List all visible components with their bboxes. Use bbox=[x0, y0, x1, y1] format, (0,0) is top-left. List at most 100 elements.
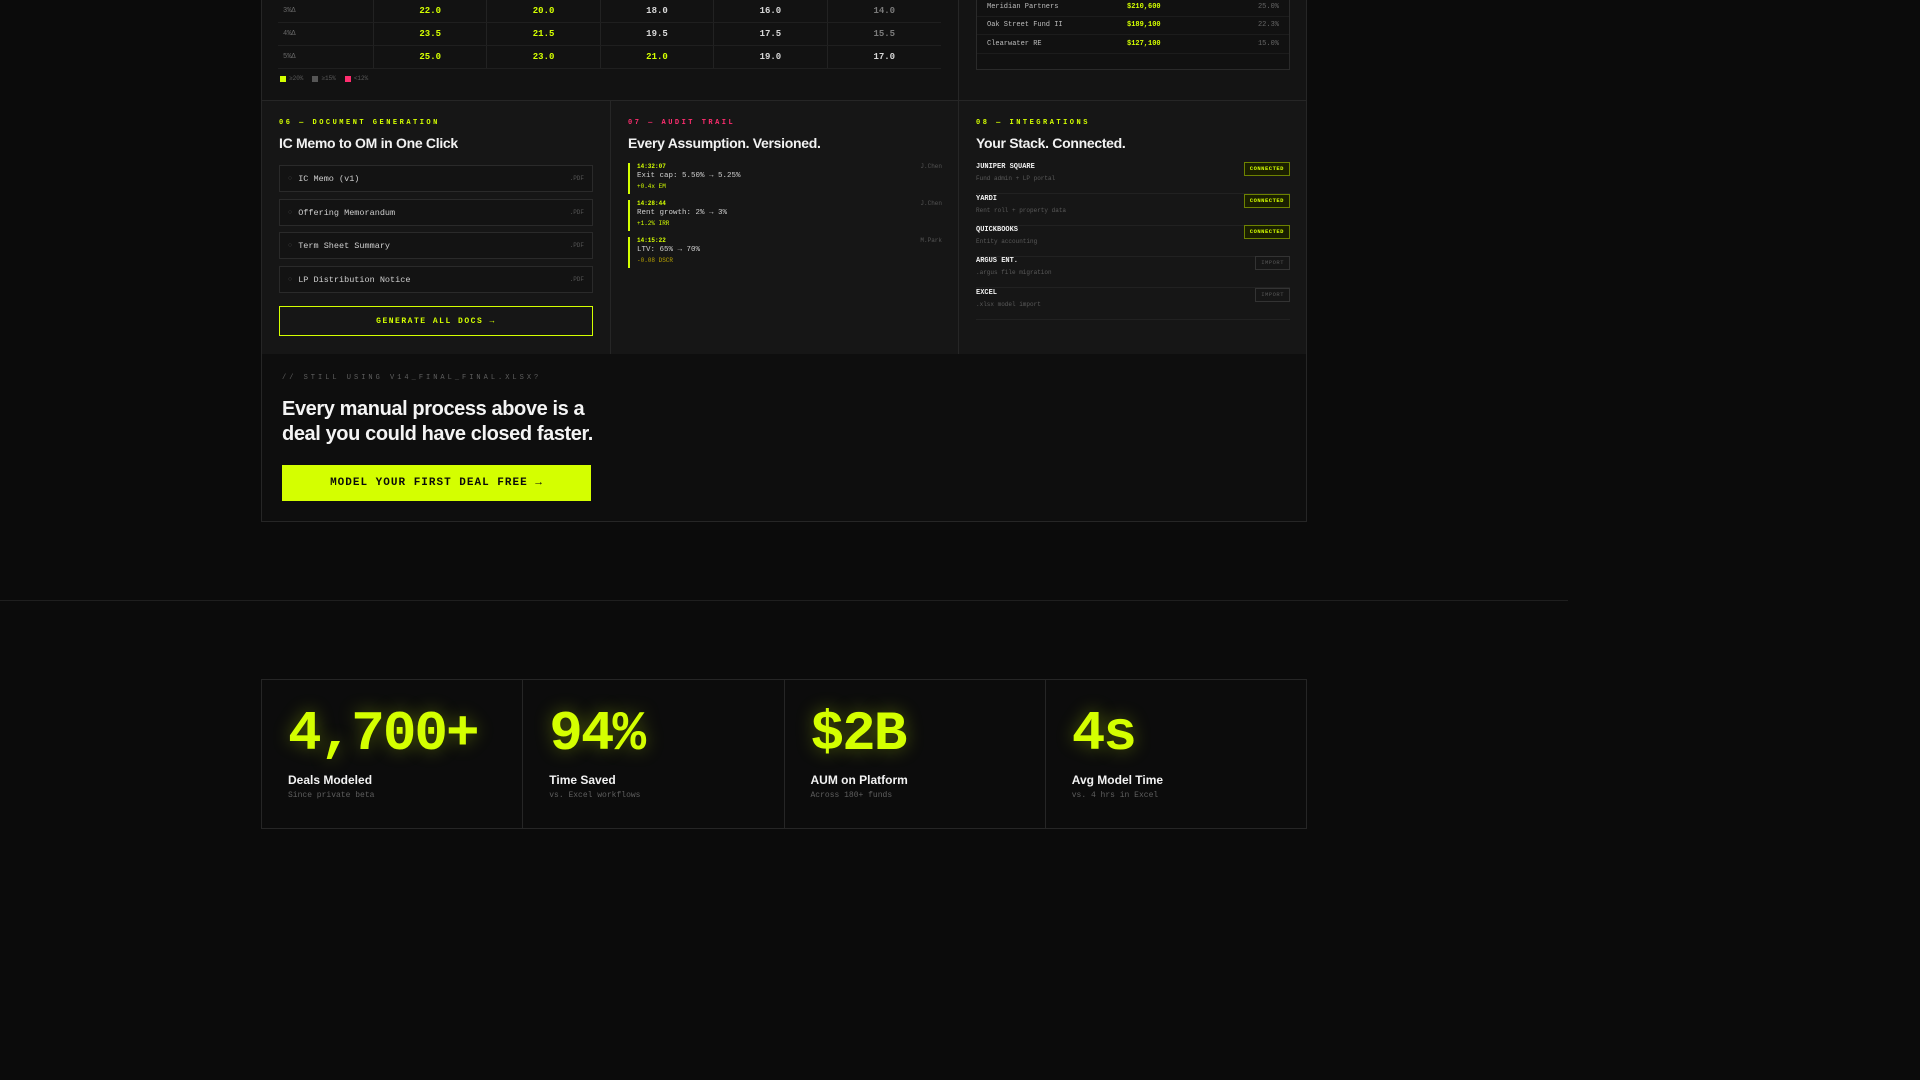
lp-pct: 22.3% bbox=[1257, 21, 1279, 30]
audit-user: M.Park bbox=[920, 237, 942, 244]
table-row: Oak Street Fund II $189,100 22.3% bbox=[977, 17, 1289, 35]
import-button[interactable]: IMPORT bbox=[1255, 256, 1290, 270]
section-title: Every Assumption. Versioned. bbox=[628, 135, 821, 151]
lp-name: Oak Street Fund II bbox=[987, 21, 1063, 30]
stat-time-saved: 94% Time Saved vs. Excel workflows bbox=[523, 680, 785, 828]
legend-swatch bbox=[280, 75, 286, 82]
lp-amount: $210,600 bbox=[1127, 2, 1161, 11]
stat-value: $2B bbox=[810, 702, 908, 766]
table-cell: 15.5 bbox=[873, 29, 896, 39]
integration-yardi[interactable]: YARDI Rent roll + property data CONNECTE… bbox=[976, 194, 1290, 226]
integration-quickbooks[interactable]: QUICKBOOKS Entity accounting CONNECTED bbox=[976, 225, 1290, 257]
integration-name: QUICKBOOKS bbox=[976, 226, 1019, 234]
doc-name: IC Memo (v1) bbox=[298, 173, 360, 184]
legend-label: ≥20% bbox=[289, 75, 304, 82]
lp-pct: 15.0% bbox=[1257, 39, 1279, 48]
table-row: 3%Δ 22.0 20.0 18.0 16.0 14.0 bbox=[278, 0, 941, 23]
integration-argus[interactable]: ARGUS ENT. .argus file migration IMPORT bbox=[976, 256, 1290, 288]
table-cell: 16.0 bbox=[714, 0, 828, 22]
stat-model-time: 4s Avg Model Time vs. 4 hrs in Excel bbox=[1046, 680, 1306, 828]
section-eyebrow: 07 — AUDIT TRAIL bbox=[628, 119, 736, 127]
stat-value: 4,700+ bbox=[288, 702, 480, 766]
stat-sub: vs. Excel workflows bbox=[549, 791, 641, 800]
legend-swatch bbox=[312, 75, 319, 82]
circle-icon: ○ bbox=[288, 174, 293, 183]
integration-excel[interactable]: EXCEL .xlsx model import IMPORT bbox=[976, 288, 1290, 320]
doc-ext: .PDF bbox=[569, 242, 584, 249]
lp-table: Meridian Partners $210,600 25.0% Oak Str… bbox=[976, 0, 1290, 70]
section-eyebrow: 06 — DOCUMENT GENERATION bbox=[279, 119, 440, 127]
stat-sub: Across 180+ funds bbox=[810, 791, 893, 800]
model-first-deal-button[interactable]: MODEL YOUR FIRST DEAL FREE → bbox=[282, 465, 591, 501]
integration-name: YARDI bbox=[976, 195, 998, 203]
import-button[interactable]: IMPORT bbox=[1255, 288, 1290, 302]
stat-sub: Since private beta bbox=[288, 791, 375, 800]
section-title: IC Memo to OM in One Click bbox=[279, 135, 458, 151]
table-cell: 17.5 bbox=[714, 23, 828, 45]
integration-name: ARGUS ENT. bbox=[976, 257, 1019, 265]
audit-user: J.Chen bbox=[920, 163, 942, 170]
lp-name: Meridian Partners bbox=[987, 2, 1059, 11]
audit-change: Exit cap: 5.50% → 5.25% bbox=[637, 172, 741, 180]
status-badge: CONNECTED bbox=[1243, 162, 1290, 176]
integration-name: JUNIPER SQUARE bbox=[976, 163, 1035, 171]
integration-desc: Rent roll + property data bbox=[976, 207, 1067, 214]
table-cell: 21.0 bbox=[601, 46, 715, 68]
doc-name: LP Distribution Notice bbox=[298, 274, 411, 285]
table-row: Clearwater RE $127,100 15.0% bbox=[977, 35, 1289, 54]
lp-pct: 25.0% bbox=[1257, 2, 1279, 11]
row-label: 4%Δ bbox=[278, 23, 374, 45]
audit-impact: +0.4x EM bbox=[637, 183, 666, 190]
audit-entry: 14:32:07 Exit cap: 5.50% → 5.25% +0.4x E… bbox=[628, 163, 942, 194]
legend-label: <12% bbox=[353, 75, 369, 82]
stat-label: Avg Model Time bbox=[1071, 773, 1164, 787]
sensitivity-panel: 3%Δ 22.0 20.0 18.0 16.0 14.0 4%Δ 23.5 21… bbox=[262, 0, 959, 101]
table-cell: 21.5 bbox=[487, 23, 601, 45]
doc-item-offering-memorandum[interactable]: ○ Offering Memorandum .PDF bbox=[279, 199, 593, 226]
table-cell: 17.0 bbox=[873, 52, 896, 62]
stat-value: 4s bbox=[1071, 702, 1137, 766]
circle-icon: ○ bbox=[288, 275, 293, 284]
audit-user: J.Chen bbox=[920, 200, 942, 207]
cta-eyebrow: // STILL USING V14_FINAL_FINAL.XLSX? bbox=[282, 374, 542, 382]
doc-ext: .PDF bbox=[569, 175, 584, 182]
table-cell: 19.0 bbox=[714, 46, 828, 68]
table-row: Meridian Partners $210,600 25.0% bbox=[977, 0, 1289, 17]
doc-ext: .PDF bbox=[569, 209, 584, 216]
doc-name: Term Sheet Summary bbox=[298, 240, 391, 251]
cta-section: // STILL USING V14_FINAL_FINAL.XLSX? Eve… bbox=[261, 354, 1307, 522]
table-cell: 23.0 bbox=[487, 46, 601, 68]
status-badge: CONNECTED bbox=[1243, 225, 1290, 239]
table-cell: 18.0 bbox=[601, 0, 715, 22]
integration-desc: Entity accounting bbox=[976, 238, 1038, 245]
stat-value: 94% bbox=[549, 702, 646, 766]
integration-juniper-square[interactable]: JUNIPER SQUARE Fund admin + LP portal CO… bbox=[976, 162, 1290, 194]
table-cell: 14.0 bbox=[873, 6, 896, 16]
stat-sub: vs. 4 hrs in Excel bbox=[1071, 791, 1159, 800]
audit-time: 14:28:44 bbox=[637, 200, 666, 207]
lp-amount: $189,100 bbox=[1127, 21, 1161, 30]
doc-item-term-sheet[interactable]: ○ Term Sheet Summary .PDF bbox=[279, 232, 593, 259]
audit-entry: 14:15:22 LTV: 65% → 70% -0.08 DSCR M.Par… bbox=[628, 237, 942, 268]
stat-label: AUM on Platform bbox=[810, 773, 908, 787]
generate-all-docs-button[interactable]: GENERATE ALL DOCS → bbox=[279, 306, 593, 336]
integration-desc: .xlsx model import bbox=[976, 301, 1041, 308]
stat-label: Deals Modeled bbox=[288, 773, 373, 787]
feature-grid: 3%Δ 22.0 20.0 18.0 16.0 14.0 4%Δ 23.5 21… bbox=[261, 0, 1307, 354]
circle-icon: ○ bbox=[288, 241, 293, 250]
table-cell: 22.0 bbox=[374, 0, 488, 22]
doc-name: Offering Memorandum bbox=[298, 207, 396, 218]
cta-headline: Every manual process above is a deal you… bbox=[282, 398, 593, 445]
section-eyebrow: 08 — INTEGRATIONS bbox=[976, 119, 1090, 127]
legend-item: ≥20% bbox=[280, 75, 303, 82]
doc-item-ic-memo[interactable]: ○ IC Memo (v1) .PDF bbox=[279, 165, 593, 192]
stat-deals-modeled: 4,700+ Deals Modeled Since private beta bbox=[262, 680, 524, 828]
table-row: 4%Δ 23.5 21.5 19.5 17.5 15.5 bbox=[278, 23, 941, 46]
audit-time: 14:15:22 bbox=[637, 237, 666, 244]
status-badge: CONNECTED bbox=[1243, 194, 1290, 208]
legend-item: ≥15% bbox=[312, 75, 336, 82]
table-cell: 19.5 bbox=[601, 23, 715, 45]
doc-item-lp-distribution[interactable]: ○ LP Distribution Notice .PDF bbox=[279, 266, 593, 293]
legend-swatch bbox=[344, 75, 351, 82]
audit-impact: -0.08 DSCR bbox=[637, 257, 674, 264]
